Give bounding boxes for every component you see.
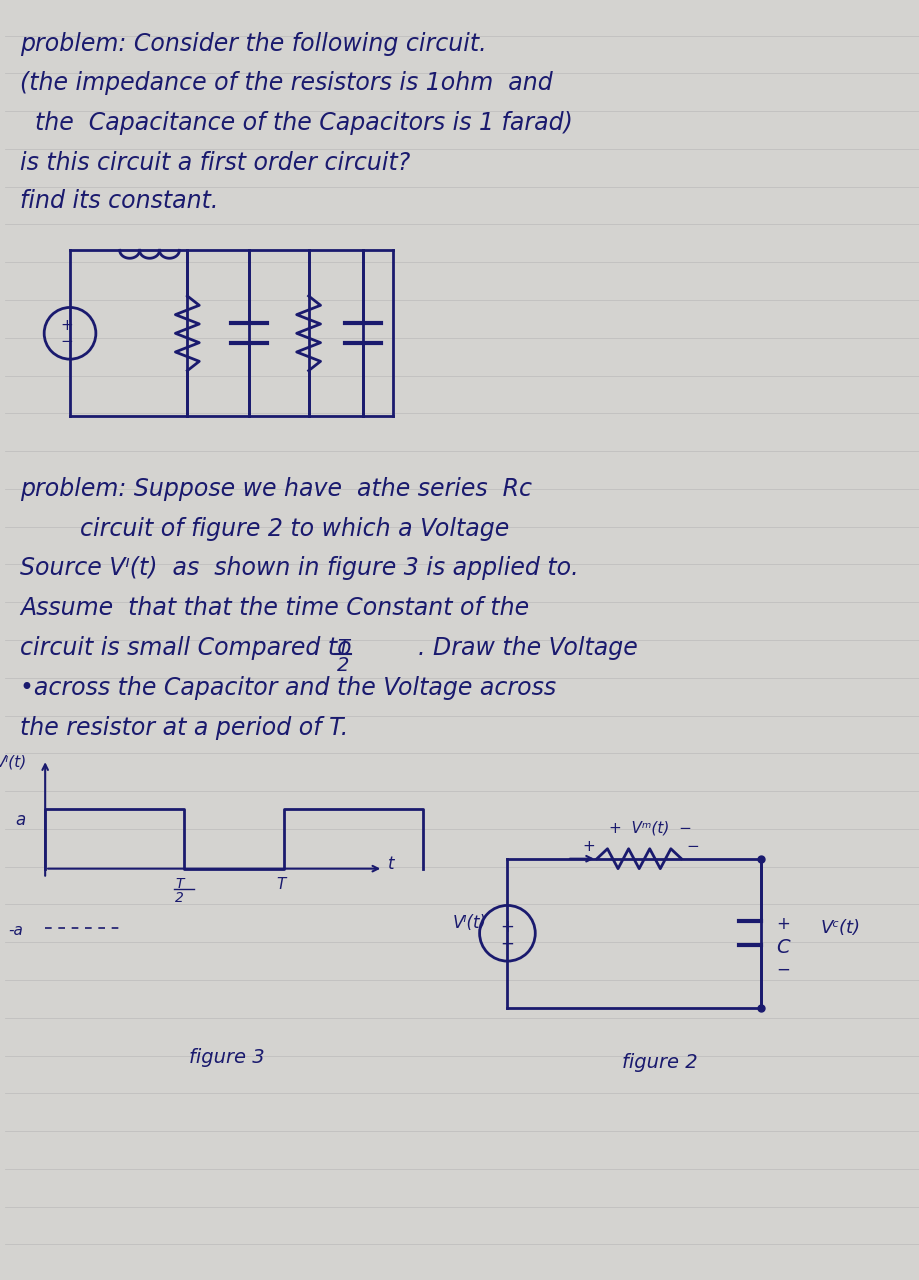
Text: +: + (501, 918, 515, 936)
Text: T: T (337, 637, 349, 657)
Text: Source Vᴵ(t)  as  shown in figure 3 is applied to.: Source Vᴵ(t) as shown in figure 3 is app… (20, 557, 579, 581)
Text: circuit of figure 2 to which a Voltage: circuit of figure 2 to which a Voltage (20, 517, 509, 540)
Text: •across the Capacitor and the Voltage across: •across the Capacitor and the Voltage ac… (20, 676, 556, 700)
Text: the resistor at a period of T.: the resistor at a period of T. (20, 716, 348, 740)
Text: +: + (61, 317, 74, 333)
Text: +: + (582, 838, 595, 854)
Text: t: t (388, 855, 394, 873)
Text: . Draw the Voltage: . Draw the Voltage (418, 636, 638, 660)
Text: T: T (176, 877, 184, 891)
Text: Vᴵ(t): Vᴵ(t) (453, 914, 487, 932)
Text: −: − (686, 838, 699, 854)
Text: C: C (776, 938, 789, 957)
Text: the  Capacitance of the Capacitors is 1 farad): the Capacitance of the Capacitors is 1 f… (20, 111, 573, 136)
Text: −: − (61, 334, 74, 348)
Text: -a: -a (8, 923, 23, 938)
Text: Vᶜ(t): Vᶜ(t) (821, 919, 860, 937)
Text: Vᴵ(t): Vᴵ(t) (0, 754, 27, 769)
Text: is this circuit a first order circuit?: is this circuit a first order circuit? (20, 151, 411, 175)
Text: Assume  that that the time Constant of the: Assume that that the time Constant of th… (20, 596, 529, 621)
Text: 2: 2 (175, 891, 184, 905)
Text: +: + (776, 915, 789, 933)
Text: 2: 2 (337, 655, 349, 675)
Text: problem: Suppose we have  athe series  Rc: problem: Suppose we have athe series Rc (20, 477, 532, 500)
Text: −: − (776, 961, 789, 979)
Text: −: − (501, 934, 515, 952)
Text: problem: Consider the following circuit.: problem: Consider the following circuit. (20, 32, 487, 55)
Text: a: a (15, 812, 26, 829)
Text: +  Vᵐ(t)  −: + Vᵐ(t) − (609, 820, 692, 836)
Text: T: T (276, 877, 286, 892)
Text: find its constant.: find its constant. (20, 188, 219, 212)
Text: circuit is small Compared to: circuit is small Compared to (20, 636, 352, 660)
Text: figure 2: figure 2 (622, 1052, 698, 1071)
Text: (the impedance of the resistors is 1ohm  and: (the impedance of the resistors is 1ohm … (20, 72, 553, 96)
Text: figure 3: figure 3 (189, 1047, 265, 1066)
